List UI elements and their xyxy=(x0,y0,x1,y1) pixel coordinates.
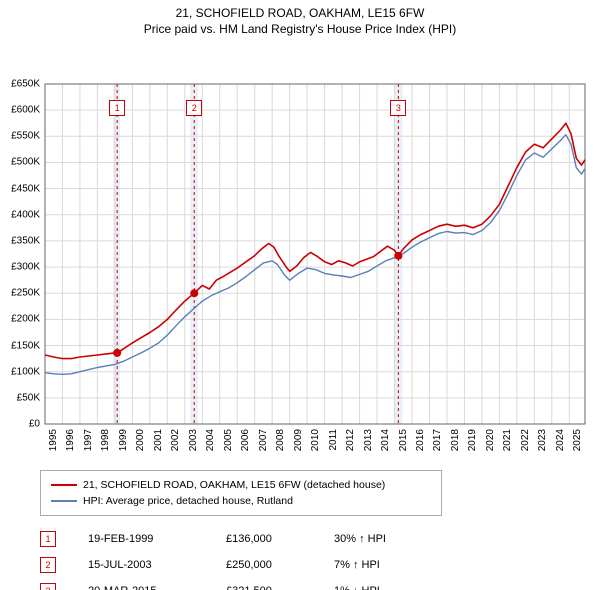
x-axis-tick: 2003 xyxy=(188,429,199,451)
x-axis-tick: 2024 xyxy=(555,429,566,451)
x-axis-tick: 2016 xyxy=(415,429,426,451)
transaction-date: 15-JUL-2003 xyxy=(64,552,218,578)
x-axis-tick: 2011 xyxy=(328,429,339,451)
transaction-row: 3 20-MAR-2015 £321,500 1% ↓ HPI xyxy=(40,578,600,590)
sale-marker-2: 2 xyxy=(186,100,202,116)
transaction-date: 20-MAR-2015 xyxy=(64,578,218,590)
x-axis-tick: 2000 xyxy=(135,429,146,451)
x-axis-tick: 2018 xyxy=(450,429,461,451)
transaction-marker: 1 xyxy=(40,531,56,547)
x-axis-tick: 2015 xyxy=(398,429,409,451)
transaction-row: 2 15-JUL-2003 £250,000 7% ↑ HPI xyxy=(40,552,600,578)
y-axis-tick: £450K xyxy=(11,183,40,194)
transaction-delta: 7% ↑ HPI xyxy=(334,552,434,578)
chart-title-address: 21, SCHOFIELD ROAD, OAKHAM, LE15 6FW xyxy=(0,6,600,20)
legend-swatch xyxy=(51,500,77,502)
transaction-marker: 3 xyxy=(40,583,56,590)
transaction-delta: 1% ↓ HPI xyxy=(334,578,434,590)
x-axis-tick: 2009 xyxy=(293,429,304,451)
transaction-price: £136,000 xyxy=(226,526,326,552)
y-axis-tick: £350K xyxy=(11,235,40,246)
price-chart xyxy=(0,36,600,464)
x-axis-tick: 2006 xyxy=(240,429,251,451)
sale-marker-3: 3 xyxy=(390,100,406,116)
x-axis-tick: 1996 xyxy=(65,429,76,451)
transaction-date: 19-FEB-1999 xyxy=(64,526,218,552)
chart-container: £0 £50K £100K £150K £200K £250K £300K £350K £400… xyxy=(0,36,600,464)
y-axis-tick: £650K xyxy=(11,79,40,90)
y-axis-tick: £0 xyxy=(29,419,40,430)
x-axis-tick: 2014 xyxy=(380,429,391,451)
x-axis-tick: 2021 xyxy=(502,429,513,451)
x-axis-tick: 2019 xyxy=(467,429,478,451)
transaction-marker: 2 xyxy=(40,557,56,573)
x-axis-tick: 2005 xyxy=(223,429,234,451)
x-axis-tick: 2023 xyxy=(537,429,548,451)
legend-item: HPI: Average price, detached house, Rutl… xyxy=(51,493,431,509)
transactions-table: 1 19-FEB-1999 £136,000 30% ↑ HPI 2 15-JUL-200… xyxy=(40,526,600,590)
chart-title-subtitle: Price paid vs. HM Land Registry's House … xyxy=(0,22,600,36)
legend-swatch xyxy=(51,484,77,486)
sale-marker-1: 1 xyxy=(109,100,125,116)
x-axis-tick: 2010 xyxy=(310,429,321,451)
y-axis-tick: £250K xyxy=(11,288,40,299)
transaction-price: £321,500 xyxy=(226,578,326,590)
x-axis-tick: 2001 xyxy=(153,429,164,451)
x-axis-tick: 2022 xyxy=(520,429,531,451)
x-axis-tick: 1999 xyxy=(118,429,129,451)
transaction-row: 1 19-FEB-1999 £136,000 30% ↑ HPI xyxy=(40,526,600,552)
x-axis-tick: 2012 xyxy=(345,429,356,451)
x-axis-tick: 2013 xyxy=(363,429,374,451)
x-axis-tick: 2002 xyxy=(170,429,181,451)
chart-legend: 21, SCHOFIELD ROAD, OAKHAM, LE15 6FW (de… xyxy=(40,470,442,516)
legend-label: 21, SCHOFIELD ROAD, OAKHAM, LE15 6FW (de… xyxy=(83,477,385,493)
x-axis-tick: 1997 xyxy=(83,429,94,451)
transaction-delta: 30% ↑ HPI xyxy=(334,526,434,552)
legend-label: HPI: Average price, detached house, Rutl… xyxy=(83,493,293,509)
x-axis-tick: 2004 xyxy=(205,429,216,451)
y-axis-tick: £50K xyxy=(17,392,40,403)
x-axis-tick: 2008 xyxy=(275,429,286,451)
x-axis-tick: 2020 xyxy=(485,429,496,451)
y-axis-tick: £550K xyxy=(11,131,40,142)
x-axis-tick: 1998 xyxy=(100,429,111,451)
legend-item: 21, SCHOFIELD ROAD, OAKHAM, LE15 6FW (de… xyxy=(51,477,431,493)
x-axis-tick: 2007 xyxy=(258,429,269,451)
y-axis-tick: £500K xyxy=(11,157,40,168)
transaction-price: £250,000 xyxy=(226,552,326,578)
y-axis-tick: £100K xyxy=(11,366,40,377)
y-axis-tick: £150K xyxy=(11,340,40,351)
y-axis-tick: £400K xyxy=(11,209,40,220)
x-axis-tick: 2025 xyxy=(572,429,583,451)
y-axis-tick: £300K xyxy=(11,262,40,273)
x-axis-tick: 1995 xyxy=(48,429,59,451)
y-axis-tick: £200K xyxy=(11,314,40,325)
x-axis-tick: 2017 xyxy=(432,429,443,451)
y-axis-tick: £600K xyxy=(11,105,40,116)
